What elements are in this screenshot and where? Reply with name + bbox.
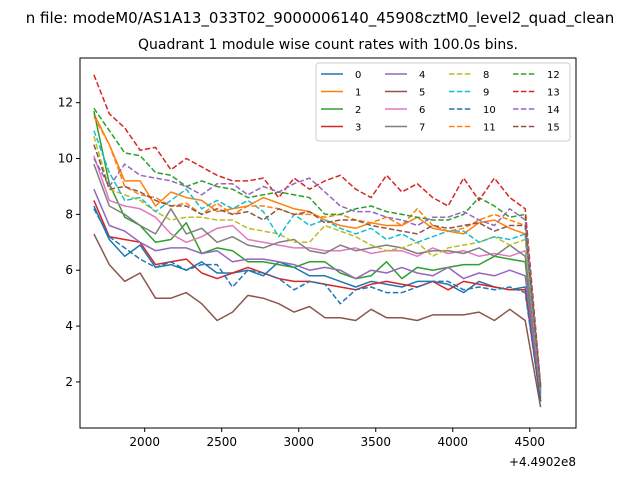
legend-label-10: 10 — [483, 105, 496, 116]
series-line-13 — [93, 74, 542, 385]
series-line-11 — [93, 116, 542, 391]
series-line-10 — [93, 208, 542, 402]
legend-label-0: 0 — [355, 70, 361, 81]
y-tick-label: 4 — [65, 319, 73, 333]
series-line-15 — [93, 144, 542, 388]
y-tick-label: 10 — [58, 152, 73, 166]
series-layer — [93, 74, 542, 408]
series-line-2 — [93, 110, 542, 399]
series-line-8 — [93, 135, 542, 391]
x-tick-label: 4500 — [515, 435, 546, 449]
x-tick-label: 3500 — [360, 435, 391, 449]
x-tick-label: 3000 — [283, 435, 314, 449]
legend-label-15: 15 — [547, 123, 560, 134]
x-tick-label: 4000 — [437, 435, 468, 449]
series-line-5 — [93, 233, 542, 408]
legend-label-14: 14 — [547, 105, 560, 116]
y-tick-label: 2 — [65, 375, 73, 389]
figure-suptitle: n file: modeM0/AS1A13_033T02_9000006140_… — [26, 9, 615, 28]
legend-label-7: 7 — [419, 123, 425, 134]
x-tick-label: 2500 — [206, 435, 237, 449]
legend-label-8: 8 — [483, 70, 489, 81]
y-axis: 2 4 6 8 10 12 — [58, 96, 80, 389]
y-tick-label: 6 — [65, 263, 73, 277]
x-axis: 2000 2500 3000 3500 4000 4500 — [129, 428, 545, 449]
legend-label-9: 9 — [483, 88, 489, 99]
x-tick-label: 2000 — [129, 435, 160, 449]
legend-label-1: 1 — [355, 88, 361, 99]
series-line-7 — [93, 163, 542, 394]
series-line-0 — [93, 205, 542, 402]
series-line-12 — [93, 107, 542, 388]
series-line-4 — [93, 188, 542, 396]
legend-label-6: 6 — [419, 105, 425, 116]
legend-label-5: 5 — [419, 88, 425, 99]
legend-label-11: 11 — [483, 123, 496, 134]
y-tick-label: 8 — [65, 207, 73, 221]
legend-label-2: 2 — [355, 105, 361, 116]
series-line-9 — [93, 130, 542, 391]
legend-label-4: 4 — [419, 70, 425, 81]
legend-label-13: 13 — [547, 88, 560, 99]
series-line-6 — [93, 155, 542, 394]
series-line-14 — [93, 158, 542, 388]
legend-label-12: 12 — [547, 70, 560, 81]
y-tick-label: 12 — [58, 96, 73, 110]
legend-label-3: 3 — [355, 123, 361, 134]
x-offset-text: +4.4902e8 — [509, 455, 576, 469]
axes-title: Quadrant 1 module wise count rates with … — [138, 37, 518, 53]
axes-frame — [79, 57, 577, 429]
legend-box — [315, 62, 571, 142]
